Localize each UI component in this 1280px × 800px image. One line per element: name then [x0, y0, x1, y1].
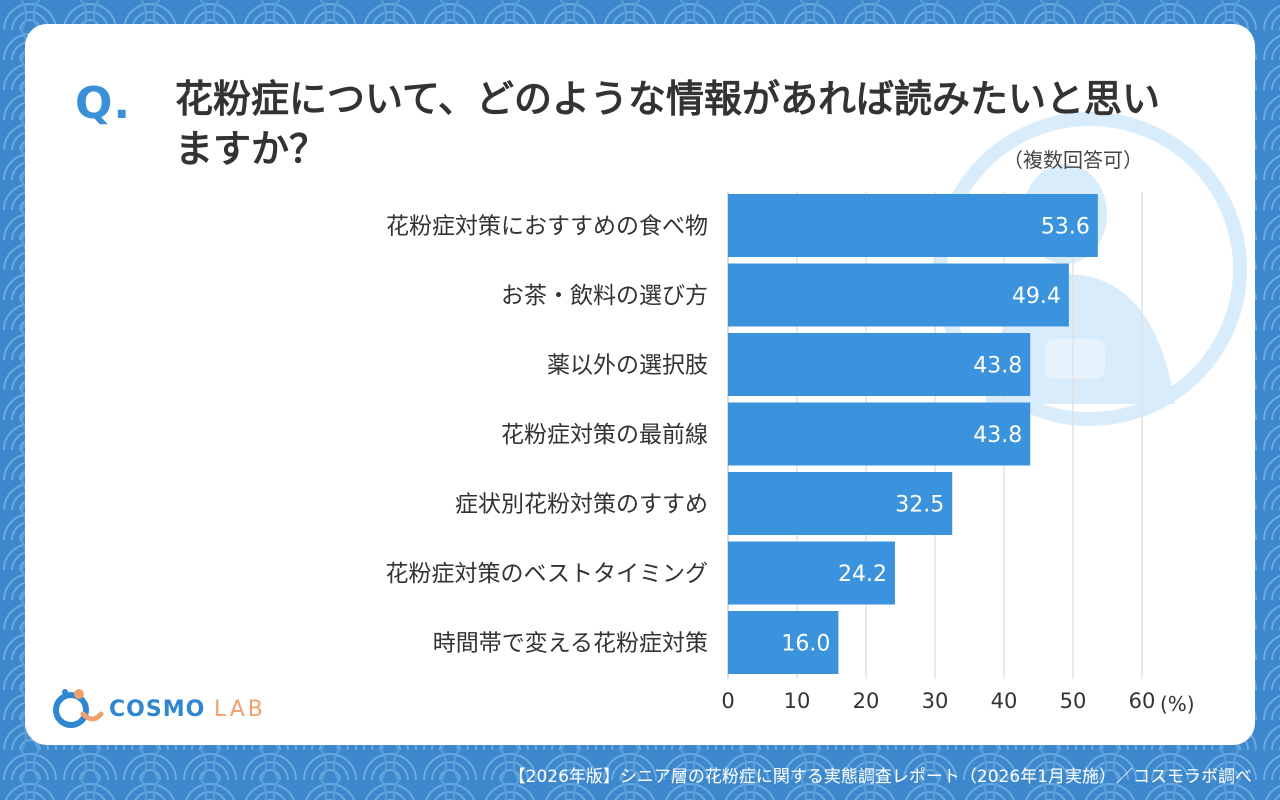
chart-card: Q. 花粉症について、どのような情報があれば読みたいと思いますか？ （複数回答可…	[25, 24, 1255, 745]
source-footer: 【2026年版】シニア層の花粉症に関する実態調査レポート（2026年1月実施）／…	[508, 767, 1252, 787]
value-label: 53.6	[1041, 215, 1090, 240]
bar	[728, 333, 1031, 396]
value-label: 32.5	[895, 493, 944, 518]
value-label: 16.0	[781, 632, 830, 657]
x-tick-label: 30	[922, 689, 949, 713]
multiple-answer-note: （複数回答可）	[1003, 148, 1143, 172]
value-label: 43.8	[973, 354, 1022, 379]
category-label: 花粉症対策の最前線	[501, 422, 708, 448]
x-tick-label: 20	[853, 689, 880, 713]
bar-chart: 0 10 20 30 40 50 60 (%) 花粉症対策におすすめの食べ物 53.6 お茶・飲料の…	[386, 192, 1195, 716]
x-tick-label: 0	[721, 689, 734, 713]
x-tick-label: 50	[1060, 689, 1087, 713]
logo-main-text: COSMO	[109, 697, 206, 722]
category-label: 症状別花粉対策のすすめ	[455, 492, 708, 518]
question-title: 花粉症について、どのような情報があれば読みたいと思いますか？	[175, 77, 1160, 171]
value-label: 24.2	[838, 562, 887, 587]
value-label: 49.4	[1012, 284, 1061, 309]
bar	[728, 472, 953, 535]
bar	[728, 611, 839, 674]
logo-sub-text: LAB	[213, 697, 266, 722]
category-label: 花粉症対策におすすめの食べ物	[386, 214, 708, 240]
cosmo-lab-logo-icon	[53, 689, 104, 728]
value-label: 43.8	[973, 423, 1022, 448]
category-label: 花粉症対策のベストタイミング	[386, 561, 708, 587]
cosmo-lab-logo-text: COSMO LAB	[109, 697, 266, 722]
bar	[728, 402, 1031, 466]
x-tick-label: 10	[784, 689, 811, 713]
question-mark-label: Q.	[75, 78, 132, 129]
x-unit-label: (%)	[1160, 692, 1195, 716]
bar	[728, 263, 1069, 327]
x-tick-label: 60	[1129, 689, 1156, 713]
category-label: お茶・飲料の選び方	[501, 283, 708, 309]
bar	[728, 541, 895, 605]
x-tick-label: 40	[991, 689, 1018, 713]
category-label: 時間帯で変える花粉症対策	[433, 631, 708, 657]
bar	[728, 194, 1098, 257]
category-label: 薬以外の選択肢	[547, 353, 708, 379]
